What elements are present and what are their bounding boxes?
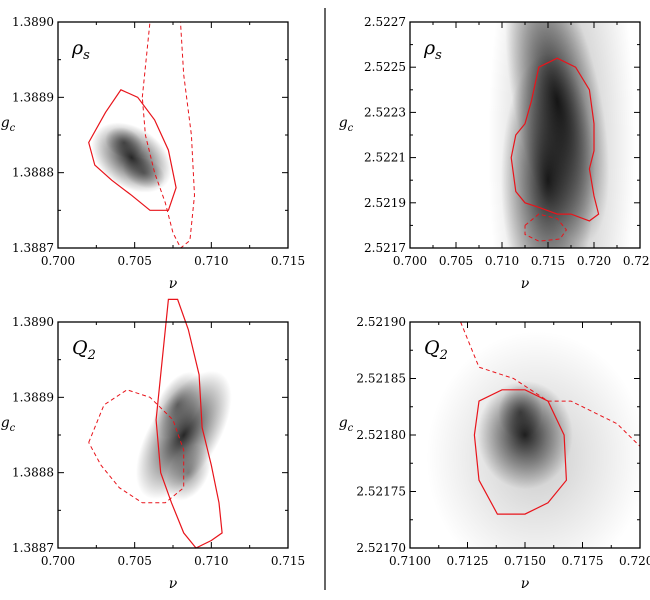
contour-solid [88, 89, 177, 211]
y-axis-label-sub: c [348, 423, 354, 434]
x-tick-label: 0.710 [194, 254, 228, 268]
y-axis-label-main: g [339, 415, 348, 431]
y-axis-label-main: g [1, 415, 10, 431]
panel-label-sub: s [435, 48, 442, 63]
y-tick-label: 2.5217 [364, 241, 406, 255]
y-tick-label: 2.5221 [364, 151, 406, 165]
y-axis-label-main: g [339, 115, 348, 131]
y-tick-label: 2.5225 [364, 60, 406, 74]
panel-label: Q2 [424, 337, 448, 363]
density-blob [165, 444, 211, 501]
x-tick-label: 0.7150 [504, 554, 546, 568]
contour-dashed [88, 389, 185, 504]
y-tick-label: 1.3888 [12, 466, 54, 480]
panel-label-main: ρ [423, 37, 436, 59]
y-tick-label: 2.52170 [356, 541, 406, 555]
y-tick-label: 2.52175 [356, 485, 406, 499]
x-tick-label: 0.700 [41, 554, 75, 568]
x-axis-label: ν [521, 576, 530, 592]
contour-dashed [524, 213, 568, 242]
x-tick-label: 0.705 [117, 554, 151, 568]
y-axis-label: gc [1, 115, 16, 134]
y-tick-label: 1.3889 [12, 390, 54, 404]
panel-label-main: Q [72, 337, 88, 359]
contour-solid [510, 57, 600, 222]
density-heatmap [488, 22, 636, 248]
panel-label-main: Q [424, 337, 440, 359]
density-heatmap [135, 370, 232, 501]
density-blob [488, 22, 636, 248]
contour-solid [155, 298, 223, 549]
x-tick-label: 0.705 [117, 254, 151, 268]
density-heatmap [426, 331, 640, 548]
y-tick-label: 1.3887 [12, 241, 54, 255]
x-tick-label: 0.7175 [562, 554, 604, 568]
y-tick-label: 2.52180 [356, 428, 406, 442]
density-blob [104, 127, 143, 158]
x-tick-label: 0.700 [41, 254, 75, 268]
panel-1: 0.700 0.705 0.710 0.715 1.3887 1.3888 1.3889 1.… [1, 15, 305, 292]
y-tick-label: 1.3890 [12, 315, 54, 329]
density-heatmap [91, 122, 172, 193]
x-tick-label: 0.700 [393, 254, 427, 268]
y-tick-label: 2.5223 [364, 105, 406, 119]
y-axis-label-main: g [1, 115, 10, 131]
y-axis-label: gc [339, 115, 354, 134]
y-tick-label: 2.5219 [364, 196, 406, 210]
y-axis-label-sub: c [10, 423, 16, 434]
x-tick-label: 0.710 [485, 254, 519, 268]
y-axis-label: gc [1, 415, 16, 434]
y-tick-label: 2.52185 [356, 372, 406, 386]
x-tick-label: 0.715 [271, 254, 305, 268]
contour-dashed [460, 322, 640, 447]
panel-label-sub: s [83, 48, 90, 63]
contour-solid [473, 389, 568, 515]
panel-label-sub: 2 [439, 348, 448, 363]
x-tick-label: 0.7125 [447, 554, 489, 568]
density-blob [426, 331, 640, 548]
density-blob [122, 156, 165, 189]
x-tick-label: 0.715 [271, 554, 305, 568]
x-tick-label: 0.705 [439, 254, 473, 268]
x-axis-label: ν [169, 276, 178, 292]
density-blob [153, 371, 203, 438]
panel-label-sub: 2 [87, 348, 96, 363]
x-tick-label: 0.715 [531, 254, 565, 268]
y-axis-label-sub: c [348, 123, 354, 134]
x-axis-label: ν [169, 576, 178, 592]
panel-label-main: ρ [71, 37, 84, 59]
x-axis-label: ν [521, 276, 530, 292]
panel-label: ρs [71, 37, 90, 63]
y-tick-label: 2.5227 [364, 15, 406, 29]
x-tick-label: 0.725 [623, 254, 650, 268]
y-tick-label: 1.3888 [12, 166, 54, 180]
y-tick-label: 1.3889 [12, 90, 54, 104]
x-tick-label: 0.710 [194, 554, 228, 568]
x-tick-label: 0.720 [577, 254, 611, 268]
panel-label: Q2 [72, 337, 96, 363]
y-tick-label: 1.3890 [12, 15, 54, 29]
x-tick-label: 0.7100 [389, 554, 431, 568]
panel-label: ρs [423, 37, 442, 63]
y-tick-label: 1.3887 [12, 541, 54, 555]
contour-dashed [141, 22, 196, 248]
y-axis-label-sub: c [10, 123, 16, 134]
y-tick-label: 2.52190 [356, 315, 406, 329]
panel-3: 0.700 0.705 0.710 0.715 1.3887 1.3888 1.3889 1.… [1, 298, 305, 592]
panel-2: 0.700 0.705 0.710 0.715 0.720 0.725 2.5217 2.52… [339, 15, 650, 292]
y-axis-label: gc [339, 415, 354, 434]
